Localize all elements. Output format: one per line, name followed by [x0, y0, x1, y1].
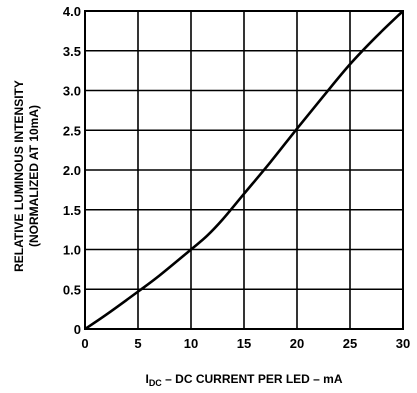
- x-tick-label: 30: [396, 336, 410, 351]
- x-tick-label: 25: [343, 336, 357, 351]
- plot-frame: [84, 10, 404, 330]
- y-tick-label: 0.5: [63, 282, 81, 297]
- x-axis-title-subscript: DC: [149, 378, 162, 388]
- y-tick-label: 3.5: [63, 44, 81, 59]
- y-tick-label: 1.0: [63, 243, 81, 258]
- x-axis-title: IDC – DC CURRENT PER LED – mA: [145, 372, 342, 388]
- y-axis-title-line2: (NORMALIZED AT 10mA): [27, 105, 41, 247]
- x-axis-title-rest: – DC CURRENT PER LED – mA: [162, 372, 343, 386]
- y-tick-label: 2.5: [63, 123, 81, 138]
- y-tick-label: 4.0: [63, 4, 81, 19]
- y-tick-label: 1.5: [63, 203, 81, 218]
- y-tick-label: 0: [74, 322, 81, 337]
- y-tick-label: 3.0: [63, 84, 81, 99]
- y-tick-label: 2.0: [63, 163, 81, 178]
- x-axis-title-main: I: [145, 372, 148, 386]
- x-tick-label: 5: [134, 336, 141, 351]
- x-tick-label: 20: [290, 336, 304, 351]
- x-tick-labels: 0 5 10 15 20 25 30: [81, 336, 410, 351]
- x-tick-label: 10: [184, 336, 198, 351]
- y-axis-title-line1: RELATIVE LUMINOUS INTENSITY: [12, 80, 26, 272]
- y-tick-labels: 0 0.5 1.0 1.5 2.0 2.5 3.0 3.5 4.0: [63, 4, 81, 337]
- x-tick-label: 0: [81, 336, 88, 351]
- series-line: [84, 10, 404, 331]
- x-tick-label: 15: [237, 336, 251, 351]
